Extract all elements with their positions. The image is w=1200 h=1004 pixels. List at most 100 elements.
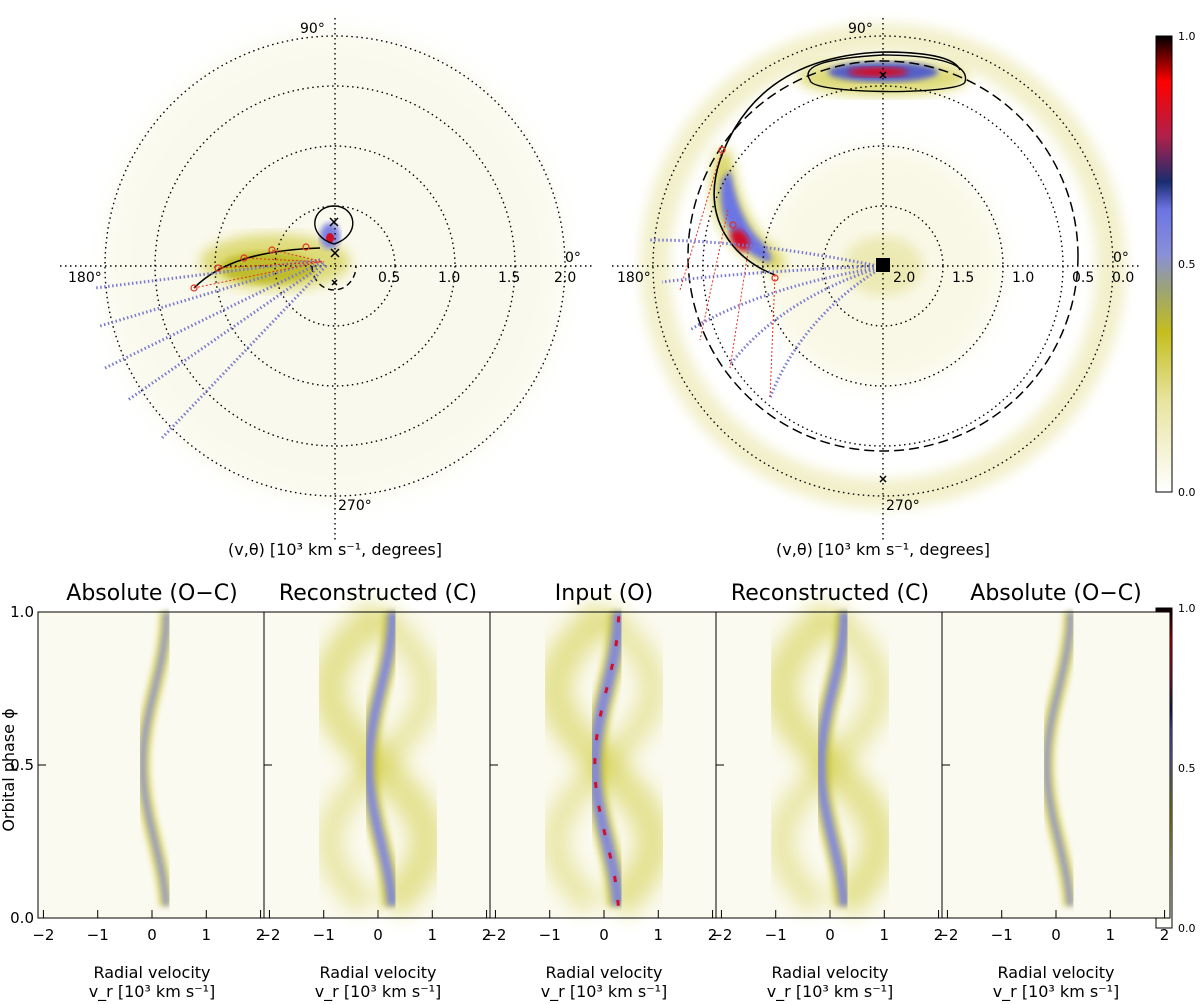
x-axis-label: Radial velocity	[319, 963, 436, 982]
colorbar-tick: 1.0	[1178, 602, 1196, 615]
ring-label: 1.0	[438, 270, 460, 286]
sshape-line	[140, 611, 170, 907]
x-tick-label: −2	[484, 926, 506, 944]
polar-grid-left	[60, 18, 595, 540]
x-axis-unit: v_r [10³ km s⁻¹]	[993, 982, 1120, 1002]
colorbar-tick: 0.5	[1178, 762, 1196, 775]
y-tick-label: 0.5	[10, 756, 34, 774]
sshape-peak	[593, 611, 621, 906]
x-tick-label: 0	[147, 926, 157, 944]
angle-label-0: 0°	[1113, 250, 1129, 266]
panel-title: Reconstructed (C)	[279, 581, 477, 606]
trail-panel-5: −2 −1 0 1 2 Absolute (O−C) Radial velocityv_r …	[936, 581, 1171, 1002]
panel-title: Absolute (O−C)	[970, 581, 1141, 606]
ring-label: 0.5	[1072, 270, 1094, 286]
x-axis-label: Radial velocity	[545, 963, 662, 982]
colorbar-tick: 0.5	[1178, 258, 1196, 271]
x-tick-label: −2	[32, 926, 54, 944]
x-axis-label: Radial velocity	[93, 963, 210, 982]
markers-left	[329, 217, 340, 286]
markers-right	[879, 71, 887, 483]
sshape-line	[815, 611, 850, 907]
angle-label-0: 0°	[565, 250, 581, 266]
panel-title: Input (O)	[555, 581, 653, 606]
polar-axis-label-left: (v,θ) [10³ km s⁻¹, degrees]	[228, 540, 442, 559]
x-tick-label: 0	[373, 926, 383, 944]
panel-title: Absolute (O−C)	[66, 581, 237, 606]
stream-right	[649, 238, 879, 399]
ring-label: 2.0	[554, 270, 576, 286]
trail-panel-2: −2 −1 0 1 2 Reconstructed (C) Radial velocityv…	[258, 581, 493, 1002]
ring-label: 2.0	[893, 270, 915, 286]
trailed-spectra: −2 −1 0 1 2 0.0 0.5 1.0 Absolute (O−C) Radial vel…	[10, 581, 1171, 1002]
x-tick-label: 2	[256, 926, 266, 944]
x-axis-label: Radial velocity	[771, 963, 888, 982]
x-tick-label: 2	[482, 926, 492, 944]
x-tick-label: 1	[654, 926, 664, 944]
colorbar-tick: 0.0	[1178, 922, 1196, 935]
x-tick-label: −2	[258, 926, 280, 944]
x-tick-label: 0	[599, 926, 609, 944]
stream-left	[94, 258, 328, 440]
x-tick-label: 1	[428, 926, 438, 944]
angle-label-90: 90°	[300, 21, 325, 37]
colorbar-tick: 0.0	[1178, 486, 1196, 499]
stream-points-left	[190, 243, 310, 292]
angle-label-270: 270°	[886, 498, 920, 514]
x-tick-label: 2	[934, 926, 944, 944]
x-tick-label: 0	[1051, 926, 1061, 944]
x-tick-label: −2	[710, 926, 732, 944]
lobes-right	[687, 51, 1079, 452]
polar-map-left: 90° 180° 0° 270° 0.5 1.0 1.5 2.0 (v,θ) […	[60, 18, 595, 559]
stream-red-right	[679, 149, 776, 399]
x-axis-unit: v_r [10³ km s⁻¹]	[89, 982, 216, 1002]
angle-label-90: 90°	[848, 21, 873, 37]
x-axis-unit: v_r [10³ km s⁻¹]	[767, 982, 894, 1002]
primary-marker-right	[876, 258, 890, 272]
ring-label: 1.5	[498, 270, 520, 286]
x-tick-label: −1	[991, 926, 1013, 944]
x-tick-label: −2	[936, 926, 958, 944]
ring-label: 1.5	[952, 270, 974, 286]
x-tick-label: 2	[1160, 926, 1170, 944]
polar-grid-right	[612, 18, 1140, 540]
x-tick-label: 0	[825, 926, 835, 944]
x-axis-unit: v_r [10³ km s⁻¹]	[541, 982, 668, 1002]
stream-points-right	[718, 146, 779, 282]
lobes-left	[193, 205, 357, 291]
x-tick-label: −1	[313, 926, 335, 944]
polar-axis-label-right: (v,θ) [10³ km s⁻¹, degrees]	[776, 540, 990, 559]
angle-label-180: 180°	[617, 270, 651, 286]
panel-title: Reconstructed (C)	[731, 581, 929, 606]
colorbar-top: 1.0 0.5 0.0	[1155, 30, 1196, 499]
ring-label: 1.0	[1012, 270, 1034, 286]
x-tick-label: −1	[765, 926, 787, 944]
x-tick-label: −1	[539, 926, 561, 944]
panel-bg	[38, 612, 266, 918]
trail-panel-1: −2 −1 0 1 2 0.0 0.5 1.0 Absolute (O−C) Radial vel…	[10, 581, 267, 1002]
stream-red-left	[193, 249, 325, 289]
y-axis-label: Orbital phase ϕ	[0, 708, 18, 831]
trail-panel-4: −2 −1 0 1 2 Reconstructed (C) Radial velocityv…	[710, 581, 945, 1002]
x-axis-unit: v_r [10³ km s⁻¹]	[315, 982, 442, 1002]
wing-emission	[316, 602, 440, 915]
colorbar-tick: 1.0	[1178, 30, 1196, 43]
wing-emission	[542, 602, 666, 915]
sshape-line	[363, 611, 398, 907]
x-tick-label: 2	[708, 926, 718, 944]
ring-label: 0.5	[378, 270, 400, 286]
x-tick-label: 1	[880, 926, 890, 944]
x-tick-label: −1	[87, 926, 109, 944]
y-tick-label: 1.0	[10, 603, 34, 621]
x-axis-label: Radial velocity	[997, 963, 1114, 982]
angle-label-180: 180°	[68, 270, 102, 286]
wing-emission	[768, 602, 892, 915]
panel-bg	[942, 612, 1170, 918]
sshape-line	[1044, 611, 1074, 907]
x-tick-label: 1	[202, 926, 212, 944]
y-tick-label: 0.0	[10, 909, 34, 927]
angle-label-270: 270°	[338, 498, 372, 514]
polar-map-right: 90° 180° 0° 270° 2.0 1.5 1.0 0.5 0.0 (v,…	[612, 18, 1140, 559]
